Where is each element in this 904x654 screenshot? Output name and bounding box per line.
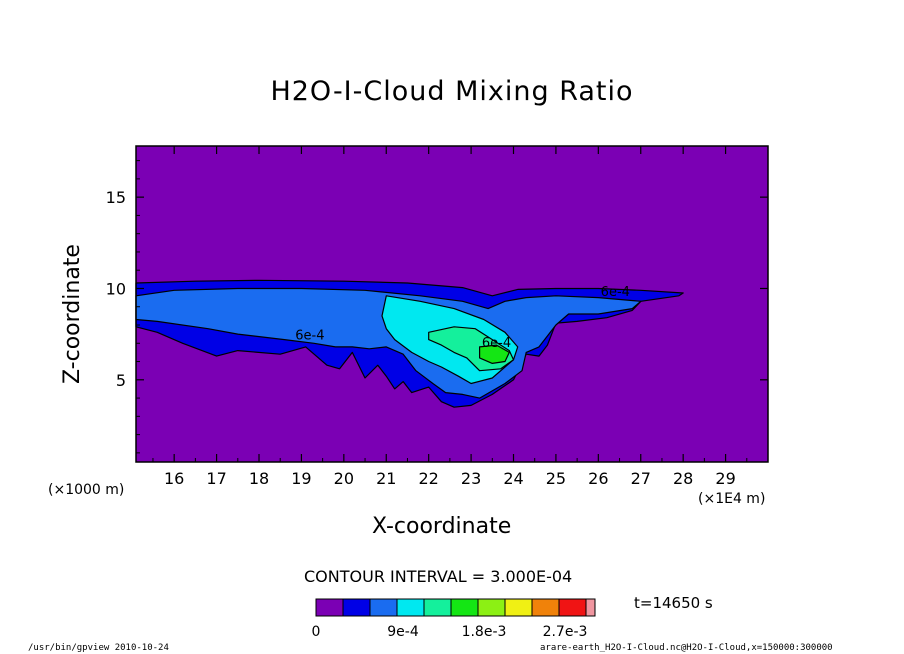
y-tick-label: 10 (106, 279, 126, 298)
x-tick-label: 21 (376, 469, 396, 488)
y-axis-label: Z-coordinate (60, 244, 85, 384)
colorbar-swatch-2 (342, 598, 371, 617)
x-tick-label: 26 (588, 469, 608, 488)
footer-program-info: /usr/bin/gpview 2010-10-24 (28, 643, 169, 653)
contour-interval-text: CONTOUR INTERVAL = 3.000E-04 (304, 567, 573, 586)
colorbar-swatch-10 (558, 598, 587, 617)
contour-plot-area: 6e-4 6e-4 6e-4 (135, 146, 768, 462)
colorbar-tick-label: 1.8e-3 (462, 624, 507, 640)
colorbar-tick-label: 0 (312, 624, 321, 640)
x-tick-label: 25 (546, 469, 566, 488)
x-tick-label: 28 (673, 469, 693, 488)
x-tick-label: 29 (715, 469, 735, 488)
y-tick-label: 15 (106, 188, 126, 207)
x-scale-note: (×1E4 m) (698, 491, 766, 507)
colorbar-swatch-6 (450, 598, 479, 617)
contour-level-5 (479, 344, 510, 364)
x-tick-label: 16 (164, 469, 184, 488)
x-tick-label: 24 (503, 469, 523, 488)
x-tick-label: 18 (249, 469, 269, 488)
contour-label-3: 6e-4 (482, 336, 511, 351)
colorbar-swatch-9 (531, 598, 560, 617)
x-tick-label: 23 (461, 469, 481, 488)
colorbar-tick-label: 2.7e-3 (543, 624, 588, 640)
x-tick-label: 19 (291, 469, 311, 488)
x-axis-label: X-coordinate (372, 514, 512, 539)
colorbar-swatch-11 (585, 598, 596, 617)
plot-frame (135, 145, 769, 463)
colorbar-swatch-1 (315, 598, 344, 617)
contour-label-1: 6e-4 (601, 285, 630, 300)
x-tick-label: 20 (334, 469, 354, 488)
colorbar-swatch-7 (477, 598, 506, 617)
time-text: t=14650 s (634, 594, 713, 612)
contour-level-2 (135, 287, 642, 399)
colorbar-swatch-8 (504, 598, 533, 617)
colorbar: 0 9e-4 1.8e-3 2.7e-3 (312, 598, 596, 640)
colorbar-swatch-3 (369, 598, 398, 617)
colorbar-swatch-5 (423, 598, 452, 617)
x-tick-label: 17 (206, 469, 226, 488)
y-tick-label: 5 (116, 371, 126, 390)
colorbar-tick-label: 9e-4 (387, 624, 419, 640)
plot-axes: 16 17 18 19 20 21 22 23 24 25 26 27 28 29 5 10 15 (106, 145, 769, 488)
x-tick-label: 22 (418, 469, 438, 488)
x-unit-note: (×1000 m) (48, 482, 125, 498)
contour-label-2: 6e-4 (295, 329, 324, 344)
chart-title: H2O-I-Cloud Mixing Ratio (270, 76, 634, 107)
colorbar-swatch-4 (396, 598, 425, 617)
footer-file-info: arare-earth_H2O-I-Cloud.nc@H2O-I-Cloud,x… (540, 643, 833, 653)
x-tick-label: 27 (631, 469, 651, 488)
